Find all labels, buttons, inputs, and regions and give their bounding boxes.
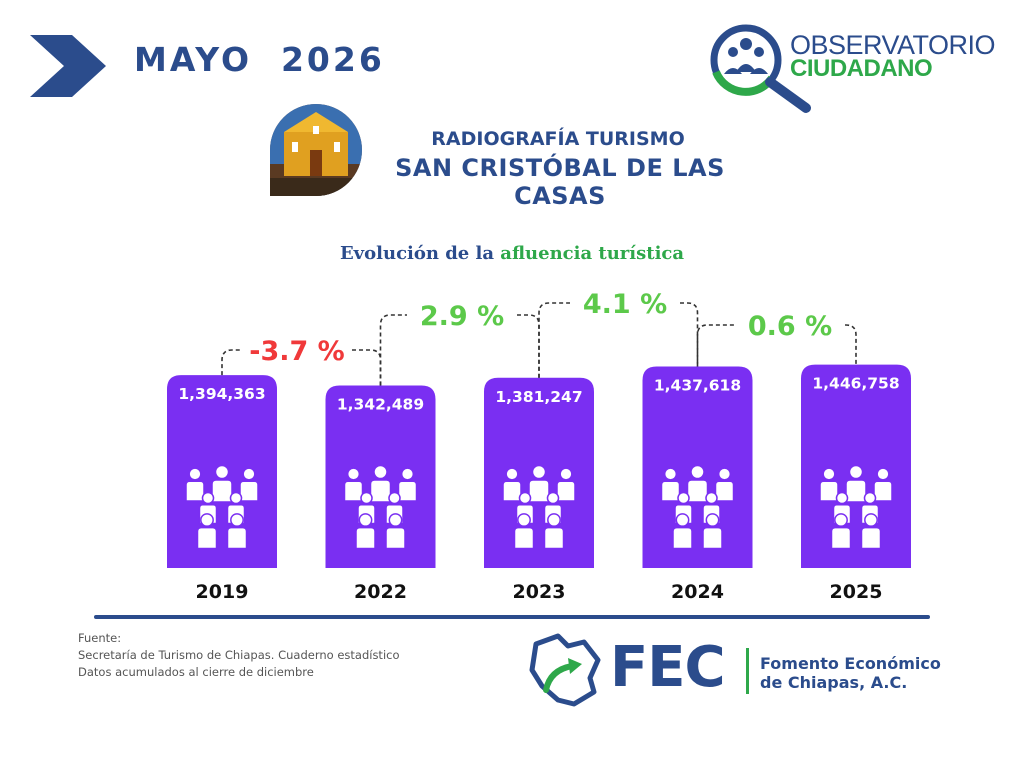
report-title-line2: SAN CRISTÓBAL DE LAS CASAS	[395, 154, 725, 210]
source-line2: Datos acumulados al cierre de diciembre	[78, 665, 314, 679]
observatorio-logo-line2: CIUDADANO	[790, 55, 933, 82]
magnifier-people-logo-icon	[710, 24, 811, 113]
connector-left-3	[696, 324, 735, 367]
year-label-2022: 2022	[354, 581, 407, 603]
source-line1: Secretaría de Turismo de Chiapas. Cuader…	[78, 648, 400, 662]
change-label-2: 4.1 %	[583, 289, 667, 320]
value-label-2025: 1,446,758	[812, 375, 899, 393]
value-label-2022: 1,342,489	[337, 396, 424, 414]
fec-separator	[746, 648, 749, 694]
people-group-icon	[343, 464, 418, 550]
people-group-icon	[660, 464, 735, 550]
change-label-0: -3.7 %	[249, 336, 345, 367]
source-note: Fuente: Secretaría de Turismo de Chiapas…	[78, 630, 400, 681]
chevron-arrow-icon	[30, 35, 106, 97]
year-label-2025: 2025	[830, 581, 883, 603]
fec-acronym: FEC	[610, 635, 726, 700]
cathedral-photo	[270, 104, 362, 196]
year-label-2019: 2019	[196, 581, 249, 603]
subtitle-part1: Evolución de la	[339, 243, 501, 264]
connector-right-1	[517, 314, 540, 378]
connector-left-2	[538, 302, 570, 378]
year-label-2024: 2024	[671, 581, 724, 603]
connector-left-1	[379, 314, 407, 386]
observatorio-logo-line1: OBSERVATORIO	[790, 30, 996, 60]
fec-name-line1: Fomento Económico	[760, 654, 941, 673]
change-label-3: 0.6 %	[748, 311, 832, 342]
connector-right-2	[680, 302, 699, 367]
connector-right-0	[352, 349, 382, 386]
people-group-icon	[502, 464, 576, 550]
change-label-1: 2.9 %	[420, 301, 504, 332]
value-label-2019: 1,394,363	[178, 385, 265, 403]
value-label-2023: 1,381,247	[495, 388, 582, 406]
value-label-2024: 1,437,618	[654, 376, 741, 394]
month-title: MAYO 2026	[134, 40, 385, 79]
people-group-icon	[185, 464, 259, 550]
subtitle-part2: afluencia turística	[500, 243, 685, 264]
report-title-line1: RADIOGRAFÍA TURISMO	[431, 128, 685, 150]
fec-name-line2: de Chiapas, A.C.	[760, 673, 908, 692]
chart-subtitle: Evolución de la afluencia turística	[262, 243, 762, 264]
people-group-icon	[819, 464, 893, 550]
year-label-2023: 2023	[513, 581, 566, 603]
footer-divider	[94, 615, 930, 619]
tourism-bar-chart: 1,394,363 2019 1,342,489 2022 1,381,247 2023 1…	[167, 289, 911, 603]
connector-left-0	[221, 349, 242, 376]
connector-right-3	[845, 324, 857, 365]
source-label: Fuente:	[78, 631, 122, 645]
chiapas-map-logo-icon	[529, 633, 601, 707]
